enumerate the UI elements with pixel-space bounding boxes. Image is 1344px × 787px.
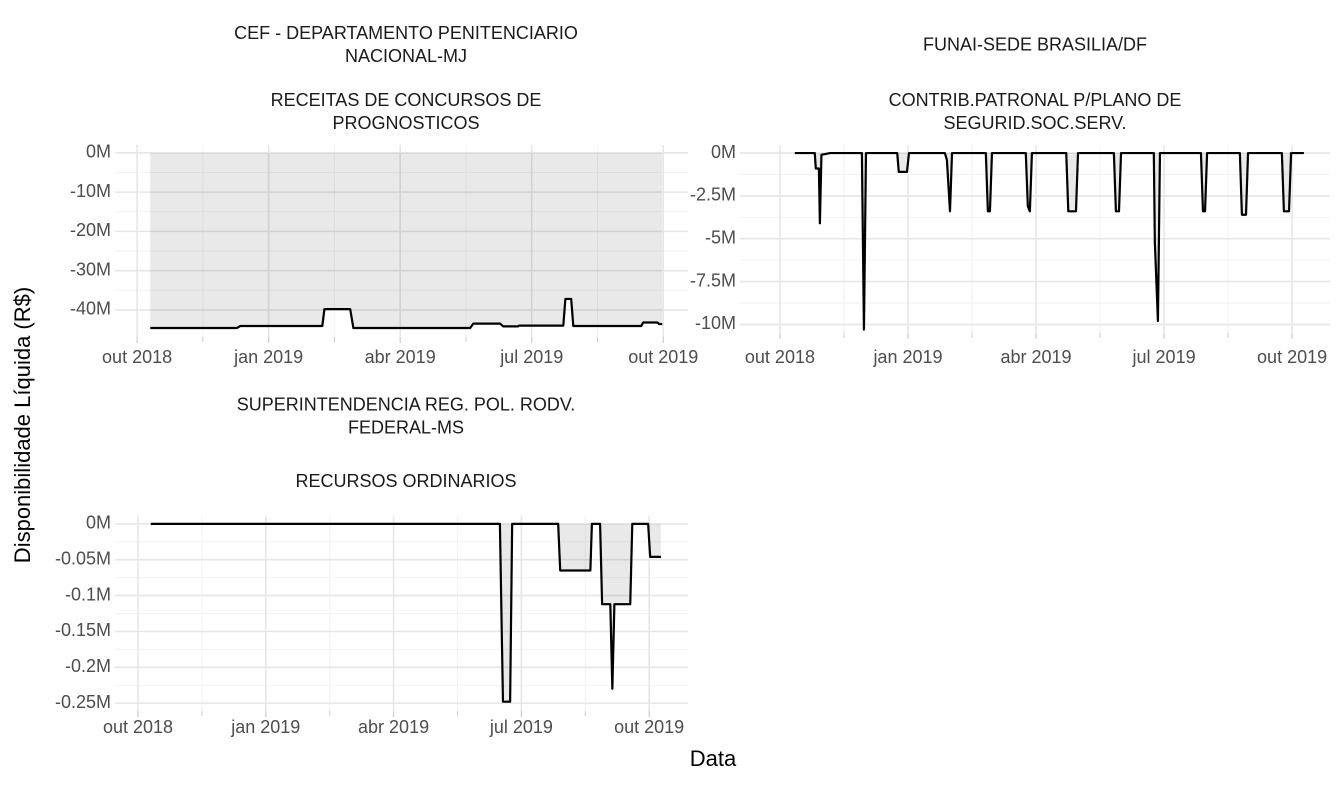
panel-subtitle: CONTRIB.PATRONAL P/PLANO DE [889,90,1182,110]
y-tick-label: 0M [86,142,111,162]
line [794,151,1304,331]
panel-title: FUNAI-SEDE BRASILIA/DF [923,34,1147,54]
y-tick-label: -0.2M [65,656,111,676]
panel-title: FEDERAL-MS [348,417,464,437]
line [150,297,663,330]
y-axis-label: Disponibilidade Líquida (R$) [10,287,35,563]
y-tick-label: -30M [70,259,111,279]
panel-subtitle: RECEITAS DE CONCURSOS DE [271,90,542,110]
x-tick-label: out 2019 [628,347,698,367]
y-tick-label: -10M [695,313,736,333]
x-tick-label: out 2018 [103,717,173,737]
y-tick-label: -0.15M [55,620,111,640]
x-tick-label: out 2018 [745,347,815,367]
x-tick-label: out 2018 [102,347,172,367]
x-tick-label: abr 2019 [1000,347,1071,367]
x-tick-label: abr 2019 [365,347,436,367]
x-tick-label: jan 2019 [233,347,303,367]
y-tick-label: -2.5M [690,185,736,205]
y-tick-label: 0M [86,513,111,533]
x-tick-label: jul 2019 [499,347,563,367]
y-tick-label: -5M [705,227,736,247]
panel-title: NACIONAL-MJ [345,46,467,66]
panel-title: SUPERINTENDENCIA REG. POL. RODV. [237,394,575,414]
area [150,523,661,702]
panel-subtitle: RECURSOS ORDINARIOS [295,471,516,491]
y-tick-label: -7.5M [690,270,736,290]
panel-subtitle: PROGNOSTICOS [332,113,479,133]
panel-subtitle: SEGURID.SOC.SERV. [943,113,1126,133]
panel-title: CEF - DEPARTAMENTO PENITENCIARIO [234,23,578,43]
y-tick-label: -0.05M [55,548,111,568]
x-tick-label: out 2019 [1257,347,1327,367]
x-tick-label: jul 2019 [489,717,553,737]
y-tick-label: -0.1M [65,584,111,604]
x-tick-label: abr 2019 [358,717,429,737]
line [150,522,661,703]
y-tick-label: -0.25M [55,692,111,712]
x-tick-label: out 2019 [614,717,684,737]
y-tick-label: -40M [70,299,111,319]
x-axis-label: Data [690,746,737,771]
y-tick-label: 0M [711,142,736,162]
area [150,152,663,328]
x-tick-label: jul 2019 [1132,347,1196,367]
y-tick-label: -10M [70,181,111,201]
y-tick-label: -20M [70,220,111,240]
x-tick-label: jan 2019 [872,347,942,367]
x-tick-label: jan 2019 [230,717,300,737]
